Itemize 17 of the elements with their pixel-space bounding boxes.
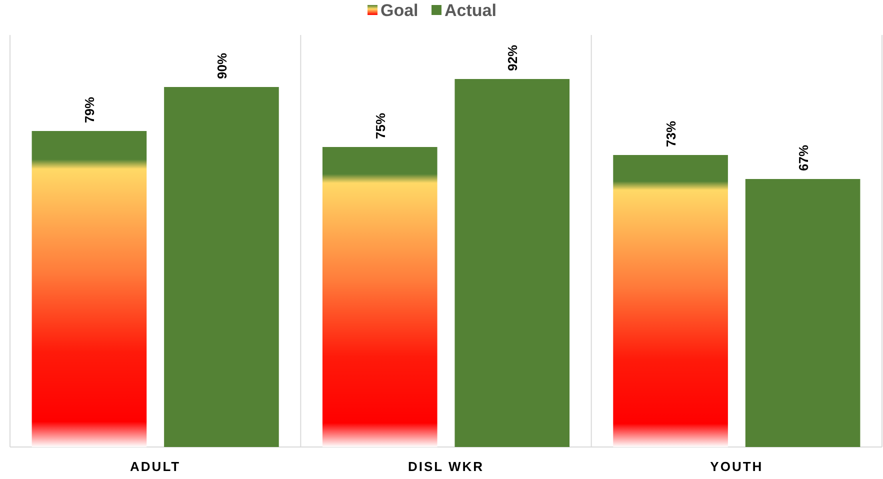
bar bbox=[454, 79, 570, 447]
data-label: 75% bbox=[372, 112, 388, 139]
bar bbox=[613, 155, 728, 447]
legend-label: Actual bbox=[444, 1, 496, 20]
data-label: 79% bbox=[82, 96, 98, 123]
data-label: 73% bbox=[664, 120, 679, 147]
x-tick-label: ADULT bbox=[130, 459, 181, 474]
bar bbox=[32, 131, 147, 447]
bar bbox=[322, 147, 438, 447]
x-tick-label: YOUTH bbox=[710, 459, 764, 474]
data-label: 90% bbox=[214, 52, 230, 79]
bar bbox=[745, 179, 860, 447]
data-label: 92% bbox=[505, 44, 520, 71]
bar bbox=[164, 87, 279, 447]
data-label: 67% bbox=[796, 144, 811, 171]
x-tick-label: DISL WKR bbox=[408, 459, 484, 474]
legend-label: Goal bbox=[380, 1, 418, 20]
